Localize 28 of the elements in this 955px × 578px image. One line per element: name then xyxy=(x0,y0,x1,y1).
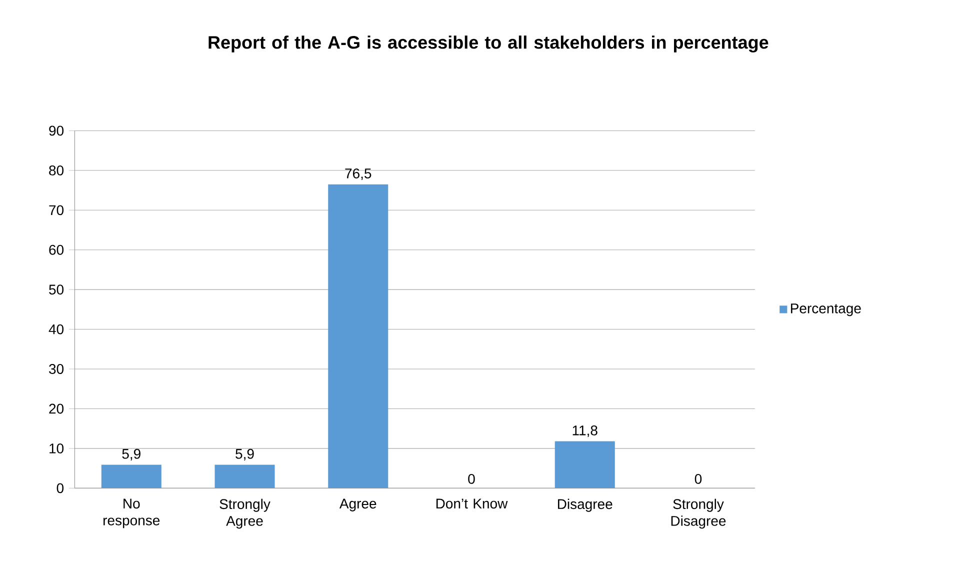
data-label: 5,9 xyxy=(122,449,140,461)
y-tick-label: 10 xyxy=(50,444,64,454)
bar xyxy=(214,464,275,488)
bar xyxy=(101,464,162,488)
y-tick-label: 60 xyxy=(49,245,64,256)
y-tick-label: 70 xyxy=(49,205,64,216)
x-tick-label: Don’t Know xyxy=(436,499,508,509)
data-label: 11,8 xyxy=(572,426,598,438)
x-tick-label: No response xyxy=(104,499,160,528)
data-label: 0 xyxy=(468,474,475,484)
y-tick-label: 0 xyxy=(56,483,64,494)
y-tick-label: 20 xyxy=(49,404,64,414)
data-label: 76,5 xyxy=(345,168,372,180)
x-tick-label: Strongly Agree xyxy=(220,499,270,529)
data-label: 0 xyxy=(694,474,702,484)
data-label: 5,9 xyxy=(236,449,254,461)
y-tick-label: 30 xyxy=(49,364,64,374)
y-tick-label: 50 xyxy=(49,284,64,295)
y-tick-label: 80 xyxy=(49,166,64,176)
legend-label: Percentage xyxy=(791,304,861,316)
x-tick-label: Disagree xyxy=(558,499,612,512)
chart-title: Report of the A-G is accessible to all stakeholders in percentage xyxy=(208,36,768,53)
y-tick-label: 90 xyxy=(49,126,64,136)
bar xyxy=(328,184,388,488)
x-tick-label: Strongly Disagree xyxy=(671,499,726,529)
bar xyxy=(554,442,615,488)
x-tick-label: Agree xyxy=(339,499,376,512)
y-tick-label: 40 xyxy=(48,324,64,334)
